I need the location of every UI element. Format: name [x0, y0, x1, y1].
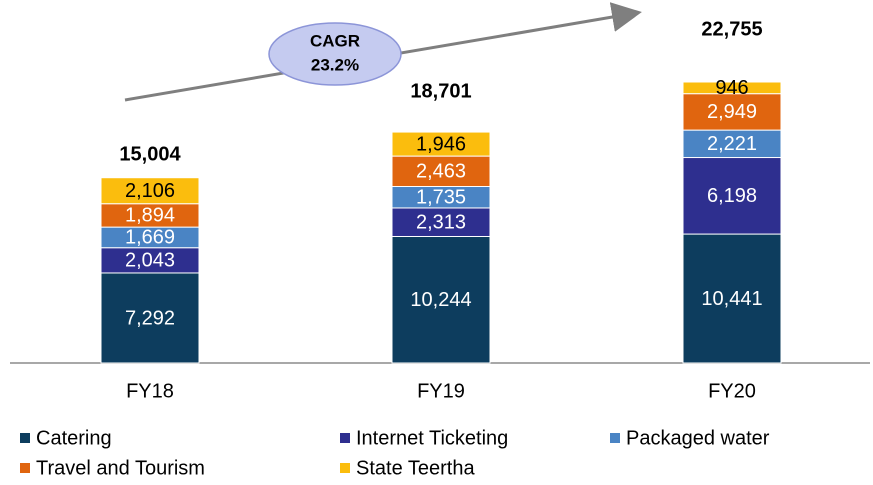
x-tick-label: FY18 [126, 380, 174, 402]
bar-segment [682, 93, 782, 131]
bar-segment [682, 233, 782, 364]
legend-swatch [20, 463, 30, 473]
bar-segment [100, 177, 200, 205]
value-label: 1,669 [125, 227, 175, 249]
legend-label: Internet Ticketing [356, 427, 508, 449]
x-tick-label: FY20 [708, 380, 756, 402]
legend-label: State Teertha [356, 457, 475, 479]
value-label: 2,949 [707, 101, 757, 123]
legend-label: Travel and Tourism [36, 457, 205, 479]
bar-segment [391, 131, 491, 157]
value-label: 2,221 [707, 133, 757, 155]
value-label: 2,313 [416, 211, 466, 233]
legend-swatch [20, 433, 30, 443]
legend-swatch [340, 463, 350, 473]
bar-segment [391, 235, 491, 364]
legend-label: Packaged water [626, 427, 770, 449]
total-label: 22,755 [701, 18, 762, 40]
value-label: 2,463 [416, 161, 466, 183]
bar-segment [682, 81, 782, 95]
value-label: 1,946 [416, 133, 466, 155]
total-label: 18,701 [410, 80, 471, 102]
legend-label: Catering [36, 427, 112, 449]
bar-segment [682, 157, 782, 235]
bar-segment [391, 155, 491, 188]
bar-segment [682, 129, 782, 159]
total-label: 15,004 [119, 143, 181, 165]
bar-segment [391, 207, 491, 237]
annotation: 23.2% [311, 55, 359, 74]
value-label: 7,292 [125, 307, 175, 329]
value-label: 946 [715, 77, 748, 99]
bar-segment [100, 247, 200, 274]
x-tick-label: FY19 [417, 380, 465, 402]
value-label: 2,106 [125, 180, 175, 202]
value-label: 10,441 [701, 288, 762, 310]
legend-swatch [610, 433, 620, 443]
value-label: 6,198 [707, 185, 757, 207]
annotation: CAGR [310, 31, 360, 50]
value-label: 1,894 [125, 205, 175, 227]
legend-swatch [340, 433, 350, 443]
value-label: 1,735 [416, 187, 466, 209]
cagr-bubble [268, 22, 402, 86]
value-label: 10,244 [410, 289, 471, 311]
value-label: 2,043 [125, 250, 175, 272]
bar-segment [100, 272, 200, 364]
